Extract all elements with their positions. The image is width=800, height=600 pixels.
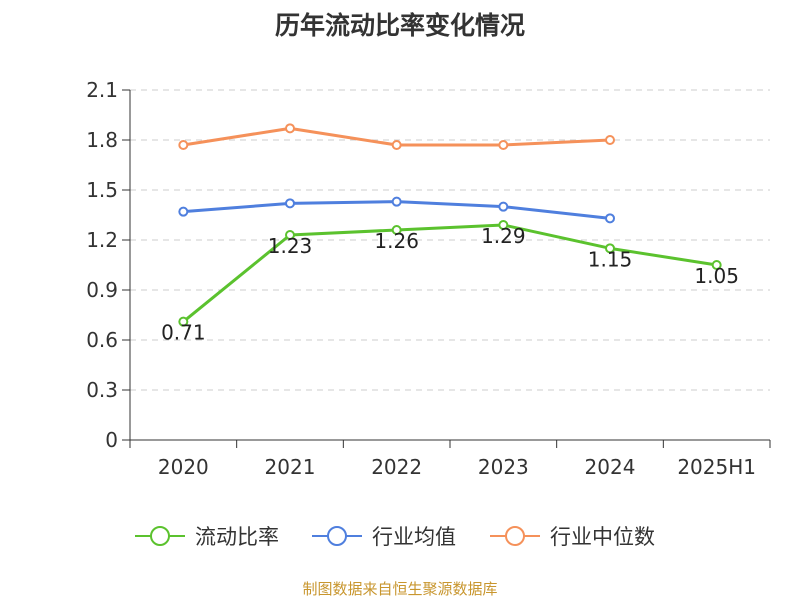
legend-marker (150, 526, 170, 546)
legend-label: 行业均值 (372, 525, 456, 549)
x-tick-label: 2020 (158, 455, 209, 479)
y-tick-label: 2.1 (86, 78, 118, 102)
x-tick-label: 2025H1 (677, 455, 756, 479)
x-tick-label: 2021 (265, 455, 316, 479)
data-labels: 0.71 1.23 1.26 1.29 1.15 1.05 (161, 224, 739, 345)
y-tick-label: 0.6 (86, 328, 118, 352)
legend-marker (327, 526, 347, 546)
chart-title: 历年流动比率变化情况 (274, 11, 525, 40)
y-tick-label: 1.8 (86, 128, 118, 152)
data-point (178, 316, 189, 327)
data-point (498, 220, 509, 230)
data-label: 1.15 (588, 247, 633, 271)
data-label: 1.26 (374, 229, 419, 253)
axes: 0 0.3 0.6 0.9 1.2 1.5 1.8 2.1 2020 2021 2022 2023 20… (86, 78, 771, 479)
data-point (391, 225, 402, 235)
legend-label: 流动比率 (195, 525, 279, 549)
data-point (285, 123, 295, 134)
data-point (391, 196, 402, 207)
data-point (498, 201, 509, 212)
y-tick-label: 0 (105, 428, 118, 452)
data-label: 1.05 (694, 264, 739, 288)
x-tick-label: 2024 (585, 455, 636, 479)
source-note: 制图数据来自恒生聚源数据库 (302, 580, 498, 598)
series-line (182, 223, 717, 323)
data-point (498, 140, 509, 150)
series-lines (182, 126, 717, 323)
legend-label: 行业中位数 (550, 525, 655, 549)
legend: 流动比率 行业均值 行业中位数 (135, 525, 655, 549)
data-point (178, 140, 189, 150)
data-point (391, 140, 402, 150)
y-tick-label: 1.2 (86, 228, 118, 252)
data-point (605, 135, 615, 145)
data-label: 1.29 (481, 224, 526, 248)
y-tick-label: 1.5 (86, 178, 118, 202)
data-label: 0.71 (161, 321, 206, 345)
y-tick-label: 0.3 (86, 378, 118, 402)
y-tick-label: 0.9 (86, 278, 118, 302)
x-tick-label: 2023 (478, 455, 529, 479)
data-points (178, 123, 722, 327)
data-point (605, 213, 615, 224)
x-tick-label: 2022 (371, 455, 422, 479)
data-point (178, 206, 189, 217)
data-point (285, 230, 295, 240)
data-point (285, 198, 295, 209)
legend-marker (505, 526, 525, 546)
data-point (711, 260, 722, 270)
data-label: 1.23 (268, 234, 313, 258)
data-point (605, 243, 615, 254)
grid-lines (130, 89, 770, 391)
